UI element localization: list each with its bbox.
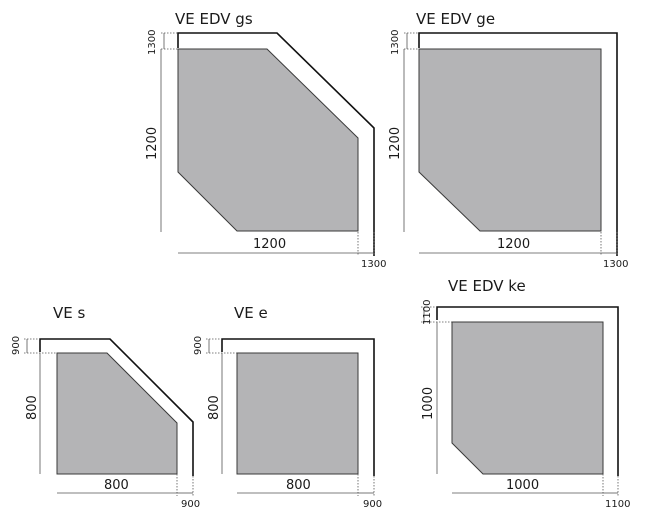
tray-area [451,321,604,475]
inner-height-label: 1000 [421,387,436,420]
outer-height-label: 900 [193,336,204,355]
outer-frame [177,32,375,256]
inner-width-label: 1200 [253,237,286,252]
outer-frame [436,306,619,476]
outer-height-label: 1100 [422,300,433,325]
inner-height-label: 1200 [145,127,160,160]
tray-area [56,352,178,475]
diagram-title: VE EDV ke [448,277,526,295]
tray-area [177,48,359,232]
diagram-ve-edv-gs: VE EDV gs 1300 1200 1200 1300 [145,10,386,270]
outer-frame [418,32,618,256]
inner-height-label: 800 [207,395,222,420]
outer-frame [39,338,194,476]
diagram-title: VE s [53,304,86,322]
inner-width-label: 1000 [506,478,539,493]
outer-height-label: 1300 [147,30,158,55]
inner-height-label: 1200 [388,127,403,160]
outer-width-label: 1100 [605,499,630,510]
tray-area [236,352,359,475]
outer-height-label: 900 [11,336,22,355]
diagram-ve-edv-ge: VE EDV ge 1300 1200 1200 1300 [388,10,628,270]
outer-width-label: 1300 [603,259,628,270]
inner-width-label: 800 [286,478,311,493]
diagram-title: VE e [234,304,268,322]
outer-width-label: 900 [363,499,382,510]
inner-height-label: 800 [25,395,40,420]
diagram-ve-edv-ke: VE EDV ke 1100 1000 1000 1100 [421,277,630,510]
inner-width-label: 1200 [497,237,530,252]
outer-height-label: 1300 [390,30,401,55]
outer-width-label: 1300 [361,259,386,270]
diagram-title: VE EDV ge [416,10,495,28]
diagram-title: VE EDV gs [175,10,253,28]
diagram-ve-e: VE e 900 800 800 900 [193,304,382,510]
diagram-ve-s: VE s 900 800 800 900 [11,304,200,510]
outer-frame [221,338,375,476]
tray-area [418,48,602,232]
inner-width-label: 800 [104,478,129,493]
outer-width-label: 900 [181,499,200,510]
